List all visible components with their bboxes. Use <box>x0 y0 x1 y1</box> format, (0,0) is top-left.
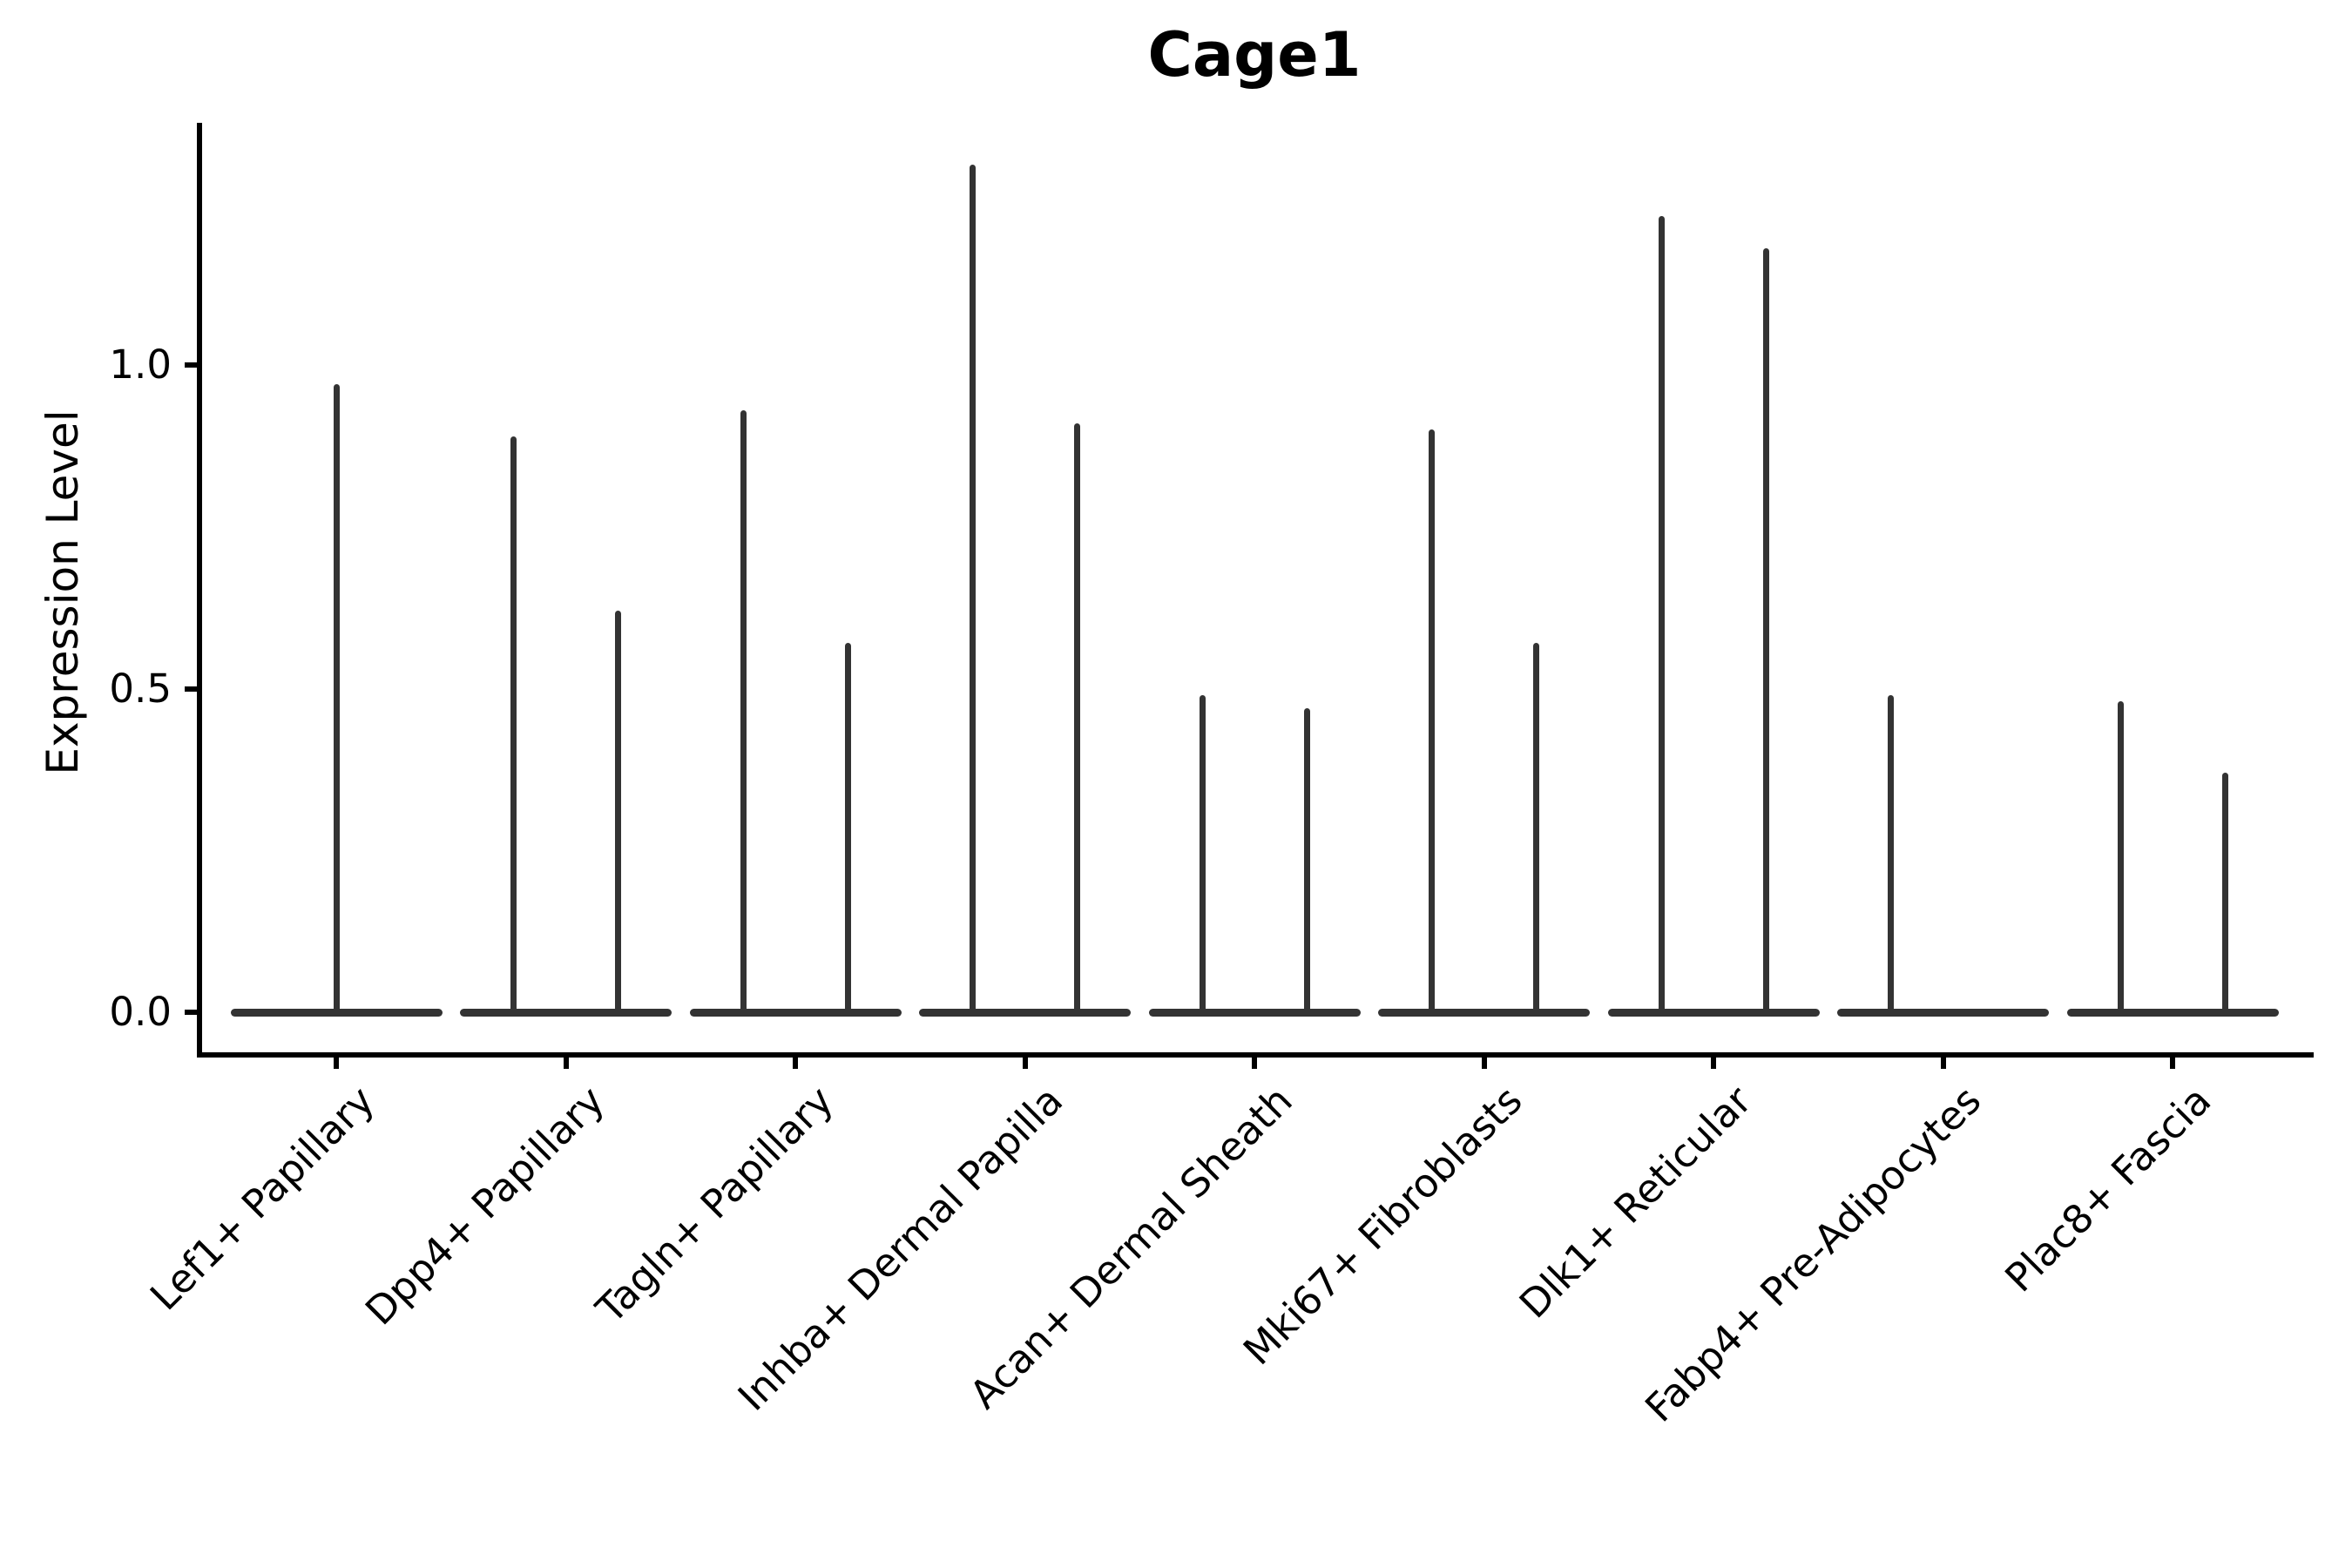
violin-spike <box>1658 216 1665 1017</box>
x-tick-label: Tagln+ Papillary <box>587 1077 843 1333</box>
violin-base <box>1837 1008 2049 1017</box>
x-tick-mark <box>1481 1058 1487 1069</box>
x-tick-mark <box>1252 1058 1257 1069</box>
x-tick-mark <box>1711 1058 1716 1069</box>
x-tick-mark <box>1940 1058 1946 1069</box>
x-tick-mark <box>1022 1058 1028 1069</box>
violin-spike <box>615 611 621 1017</box>
violin-spike <box>1533 643 1539 1017</box>
y-tick-label: 1.0 <box>109 341 172 388</box>
violin-spike <box>1888 694 1894 1017</box>
violin-spike <box>1074 422 1080 1017</box>
violin-base <box>1148 1008 1361 1017</box>
violin-spike <box>970 164 976 1017</box>
violin-spike <box>1429 429 1435 1017</box>
y-tick-mark <box>185 686 197 692</box>
x-tick-label: Plac8+ Fascia <box>1996 1077 2220 1301</box>
x-tick-label: Lef1+ Papillary <box>141 1077 384 1320</box>
violin-spike <box>1303 707 1310 1017</box>
violin-spike <box>2221 773 2228 1017</box>
violin-spike <box>510 436 517 1017</box>
violin-base <box>1378 1008 1590 1017</box>
y-tick-label: 0.5 <box>109 665 172 712</box>
x-tick-mark <box>334 1058 339 1069</box>
violin-base <box>689 1008 902 1017</box>
y-tick-mark <box>185 362 197 368</box>
chart-title: Cage1 <box>1147 19 1362 91</box>
x-tick-label: Dpp4+ Papillary <box>355 1077 613 1335</box>
violin-spike <box>2117 701 2124 1017</box>
violin-spike <box>1199 694 1206 1017</box>
violin-base <box>1607 1008 1820 1017</box>
violin-spike <box>333 384 340 1017</box>
violin-spike <box>1762 248 1769 1017</box>
y-tick-mark <box>185 1010 197 1015</box>
x-axis-spine <box>197 1052 2314 1058</box>
y-tick-label: 0.0 <box>109 989 172 1035</box>
violin-base <box>460 1008 672 1017</box>
y-axis-label: Expression Level <box>37 409 88 775</box>
violin-base <box>2066 1008 2279 1017</box>
x-tick-mark <box>2170 1058 2175 1069</box>
violin-spike <box>844 643 851 1017</box>
x-tick-mark <box>793 1058 798 1069</box>
x-tick-label: Dlk1+ Reticular <box>1511 1077 1761 1328</box>
y-axis-spine <box>197 123 202 1058</box>
violin-base <box>919 1008 1131 1017</box>
x-tick-mark <box>563 1058 569 1069</box>
violin-spike <box>740 410 747 1017</box>
